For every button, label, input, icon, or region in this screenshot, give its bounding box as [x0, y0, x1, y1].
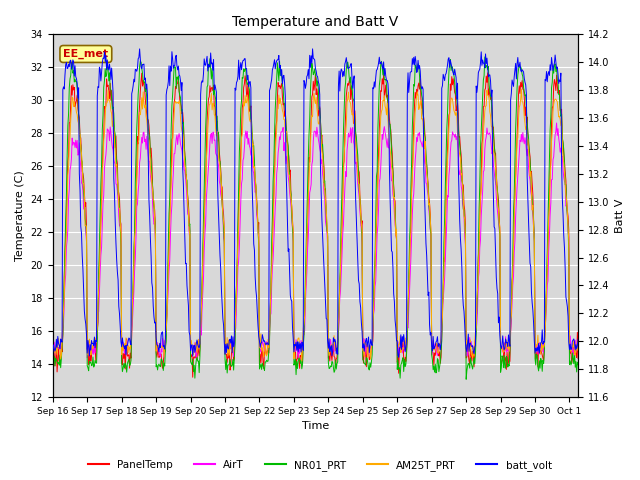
- Title: Temperature and Batt V: Temperature and Batt V: [232, 15, 399, 29]
- Y-axis label: Temperature (C): Temperature (C): [15, 170, 25, 261]
- X-axis label: Time: Time: [302, 421, 329, 432]
- Y-axis label: Batt V: Batt V: [615, 199, 625, 233]
- Text: EE_met: EE_met: [63, 49, 108, 59]
- Legend: PanelTemp, AirT, NR01_PRT, AM25T_PRT, batt_volt: PanelTemp, AirT, NR01_PRT, AM25T_PRT, ba…: [84, 456, 556, 475]
